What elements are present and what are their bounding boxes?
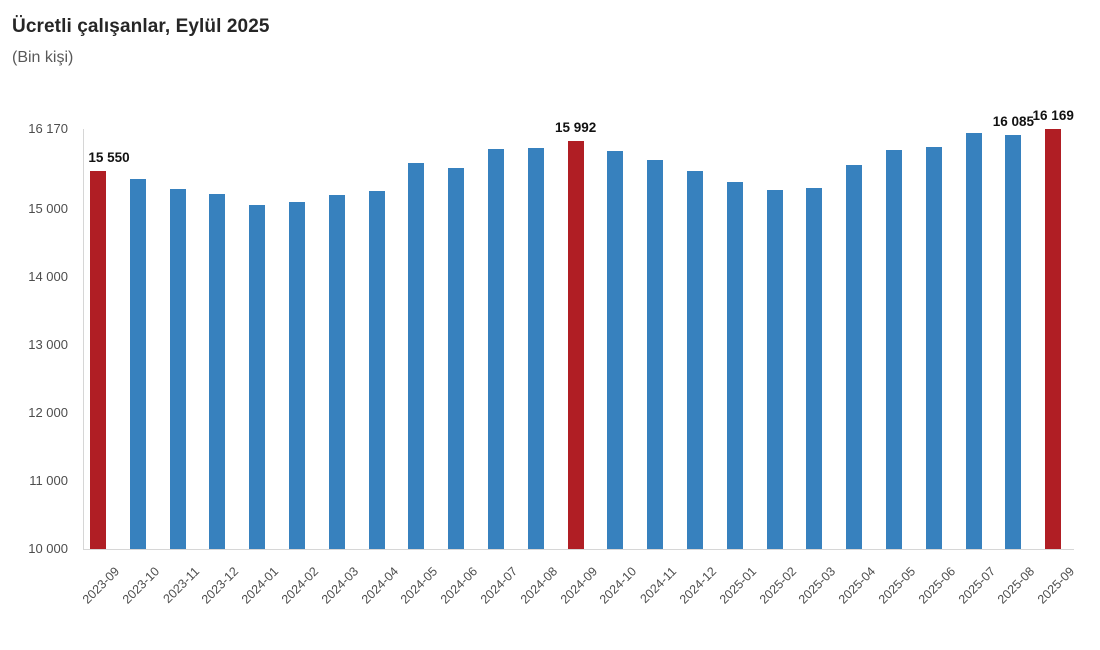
- bar-2023-09: [90, 171, 106, 549]
- bar-2024-12: [687, 171, 703, 549]
- x-axis-tick-label: 2025-07: [955, 564, 998, 607]
- bar-2023-12: [209, 193, 226, 549]
- bar-2025-08: [1005, 134, 1022, 549]
- bar-2024-05: [408, 163, 425, 549]
- x-axis-tick-label: 2025-08: [995, 564, 1038, 607]
- bar-2024-10: [607, 150, 624, 549]
- data-label-2025-08: 16 085: [992, 113, 1035, 129]
- x-axis-tick-label: 2024-01: [239, 564, 282, 607]
- x-axis-tick-label: 2025-09: [1035, 564, 1078, 607]
- y-axis-tick-label: 14 000: [28, 268, 68, 284]
- bar-2024-09: [567, 141, 584, 549]
- x-axis-tick-label: 2024-10: [597, 564, 640, 607]
- bar-2025-03: [806, 188, 823, 549]
- x-axis-tick-label: 2025-01: [716, 564, 759, 607]
- x-axis-tick-label: 2024-03: [318, 564, 361, 607]
- y-axis-tick-label: 13 000: [28, 336, 68, 352]
- x-axis-tick-label: 2023-09: [79, 564, 123, 607]
- bar-2024-08: [527, 148, 544, 549]
- bar-2024-02: [289, 201, 305, 549]
- bar-2024-06: [448, 168, 465, 549]
- bar-2023-11: [169, 188, 186, 549]
- bar-2024-01: [249, 205, 266, 549]
- x-axis-tick-label: 2023-12: [199, 564, 242, 607]
- data-label-2023-09: 15 550: [88, 150, 130, 166]
- y-axis-tick-label: 11 000: [29, 472, 68, 488]
- bar-2025-01: [726, 182, 743, 549]
- x-axis-tick-label: 2025-02: [756, 564, 799, 607]
- bar-2025-02: [766, 190, 783, 549]
- x-axis-tick-label: 2024-08: [517, 564, 560, 607]
- y-axis-tick-label: 12 000: [28, 404, 68, 420]
- bar-2025-05: [886, 150, 902, 549]
- bar-2025-07: [965, 133, 982, 549]
- chart-subtitle: (Bin kişi): [12, 49, 74, 66]
- x-axis-tick-label: 2024-12: [676, 564, 720, 607]
- x-axis-tick-label: 2024-07: [477, 564, 521, 607]
- x-axis-tick-label: 2024-02: [278, 564, 322, 607]
- bar-2024-11: [647, 159, 664, 549]
- bar-2023-10: [129, 179, 146, 549]
- bar-2024-03: [328, 195, 345, 549]
- x-axis-tick-label: 2024-09: [557, 564, 600, 607]
- x-axis-tick-label: 2024-05: [398, 564, 441, 607]
- y-axis-tick-label: 15 000: [28, 200, 68, 216]
- chart-title: Ücretli çalışanlar, Eylül 2025: [12, 16, 270, 37]
- x-axis-tick-label: 2024-06: [438, 564, 481, 607]
- bar-2024-07: [488, 148, 504, 549]
- plot-area: 2023-09 2023-10 2023-11 2023-12 2024-01 2024-…: [80, 108, 1078, 607]
- y-axis-tick-label: 16 170: [28, 121, 68, 136]
- x-axis-tick-label: 2025-05: [875, 564, 919, 607]
- x-axis-tick-label: 2024-04: [358, 564, 401, 607]
- bar-2024-04: [368, 190, 385, 549]
- x-axis-tick-label: 2025-03: [796, 564, 839, 607]
- x-axis-tick-label: 2025-06: [915, 564, 958, 607]
- data-label-2024-09: 15 992: [554, 120, 597, 136]
- y-axis-tick-label: 10 000: [28, 541, 68, 556]
- bar-2025-06: [925, 147, 942, 549]
- bar-2025-04: [846, 165, 863, 549]
- x-axis-tick-label: 2023-11: [160, 564, 202, 606]
- x-axis-tick-label: 2024-11: [637, 564, 680, 606]
- bar-2025-09: [1045, 129, 1062, 549]
- x-axis-tick-label: 2023-10: [119, 564, 162, 607]
- x-axis-tick-label: 2025-04: [836, 564, 879, 607]
- data-label-2025-09: 16 169: [1032, 108, 1074, 124]
